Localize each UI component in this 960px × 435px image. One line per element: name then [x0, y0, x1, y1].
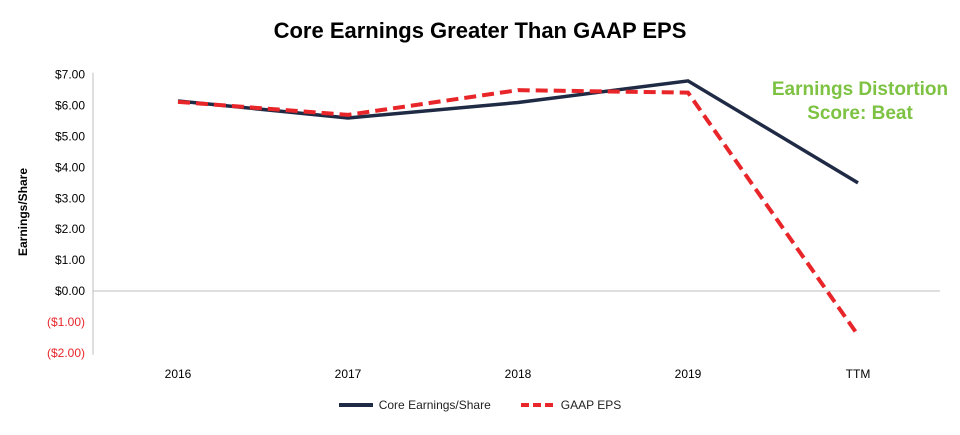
y-tick-label: $7.00 — [55, 68, 85, 82]
legend-label-gaap: GAAP EPS — [560, 398, 622, 412]
legend-swatch-gaap — [520, 403, 555, 407]
legend-swatch-core — [338, 403, 373, 407]
y-tick-label: ($2.00) — [47, 346, 85, 360]
y-tick-label: $3.00 — [55, 191, 85, 205]
legend-label-core: Core Earnings/Share — [378, 398, 491, 412]
legend-item-core: Core Earnings/Share — [338, 398, 491, 412]
series-line-core-earnings — [177, 79, 859, 185]
y-tick-label: ($1.00) — [47, 315, 85, 329]
chart-title: Core Earnings Greater Than GAAP EPS — [273, 18, 687, 43]
y-tick-label: $0.00 — [55, 284, 85, 298]
series-line-gaap-eps — [177, 88, 860, 337]
legend: Core Earnings/Share GAAP EPS — [0, 398, 960, 412]
y-tick-label: $1.00 — [55, 253, 85, 267]
legend-item-gaap: GAAP EPS — [520, 398, 622, 412]
x-tick-label: 2016 — [165, 367, 192, 381]
x-tick-label: 2019 — [675, 367, 702, 381]
y-tick-label: $5.00 — [55, 130, 85, 144]
y-tick-label: $6.00 — [55, 99, 85, 113]
annotation-line-1: Earnings Distortion — [771, 79, 949, 100]
x-tick-label: TTM — [846, 367, 871, 381]
annotation: Earnings Distortion Score: Beat — [760, 78, 960, 126]
y-tick-label: $4.00 — [55, 160, 85, 174]
y-tick-label: $2.00 — [55, 222, 85, 236]
annotation-line-2: Score: Beat — [807, 103, 913, 124]
x-tick-label: 2017 — [335, 367, 362, 381]
x-tick-label: 2018 — [505, 367, 532, 381]
